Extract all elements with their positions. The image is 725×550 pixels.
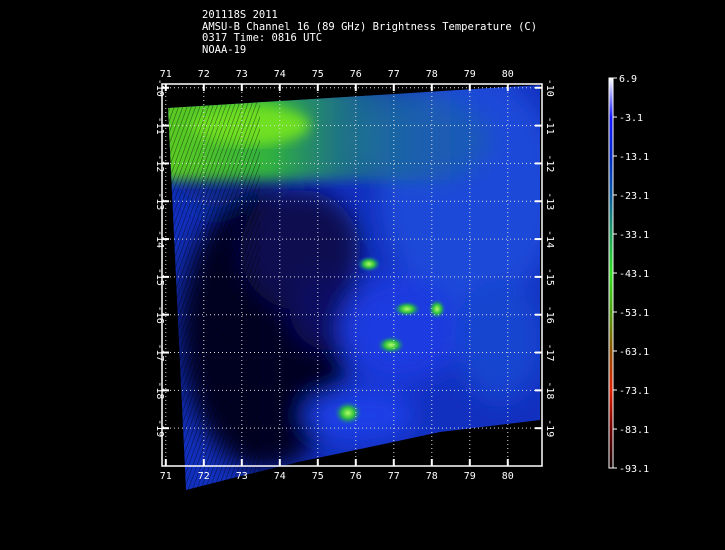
lat-label-left: -17 bbox=[154, 344, 165, 362]
colorbar: 6.9 -3.1 -13.1 -23.1 -33.1 -43.1 -53.1 -63.1 -73… bbox=[608, 74, 649, 475]
axis-tick-labels: 71 71 72 72 73 73 74 74 75 75 76 76 77 77 78 78 79 79 80 80… bbox=[154, 69, 555, 482]
lon-label-top: 78 bbox=[426, 69, 438, 80]
lon-label-bottom: 79 bbox=[464, 471, 476, 482]
lon-label-bottom: 73 bbox=[236, 471, 248, 482]
lat-label-left: -19 bbox=[154, 419, 165, 437]
header-time: 0317 Time: 0816 UTC bbox=[202, 32, 323, 44]
header-storm-id: 201118S 2011 bbox=[202, 9, 278, 21]
lat-label-right: -11 bbox=[544, 117, 555, 135]
lat-label-right: -14 bbox=[544, 230, 555, 248]
lat-label-left: -15 bbox=[154, 268, 165, 286]
lon-label-bottom: 78 bbox=[426, 471, 438, 482]
lon-label-top: 80 bbox=[502, 69, 514, 80]
lon-label-top: 71 bbox=[160, 69, 172, 80]
lat-label-right: -16 bbox=[544, 306, 555, 324]
lat-label-right: -19 bbox=[544, 419, 555, 437]
lon-label-bottom: 71 bbox=[160, 471, 172, 482]
lat-label-left: -10 bbox=[154, 79, 165, 97]
colorbar-label: -43.1 bbox=[619, 269, 649, 280]
header-satellite: NOAA-19 bbox=[202, 43, 247, 56]
colorbar-label: -83.1 bbox=[619, 425, 649, 436]
lon-label-top: 73 bbox=[236, 69, 248, 80]
lon-label-top: 76 bbox=[350, 69, 362, 80]
lat-label-right: -10 bbox=[544, 79, 555, 97]
satellite-swath bbox=[168, 85, 540, 490]
header-product: AMSU-B Channel 16 (89 GHz) Brightness Te… bbox=[202, 20, 538, 33]
lon-label-top: 72 bbox=[198, 69, 210, 80]
lon-label-top: 79 bbox=[464, 69, 476, 80]
lon-label-top: 74 bbox=[274, 69, 286, 80]
lon-label-top: 75 bbox=[312, 69, 324, 80]
lat-label-right: -18 bbox=[544, 381, 555, 399]
colorbar-label: -13.1 bbox=[619, 152, 649, 163]
lat-label-right: -15 bbox=[544, 268, 555, 286]
colorbar-label: -23.1 bbox=[619, 191, 649, 202]
colorbar-label: -93.1 bbox=[619, 464, 649, 475]
lat-label-left: -18 bbox=[154, 381, 165, 399]
lon-label-bottom: 77 bbox=[388, 471, 400, 482]
colorbar-ramp bbox=[608, 77, 614, 469]
lat-lon-grid bbox=[162, 84, 542, 466]
lat-label-left: -13 bbox=[154, 192, 165, 210]
lon-label-bottom: 76 bbox=[350, 471, 362, 482]
colorbar-label: -73.1 bbox=[619, 386, 649, 397]
lon-label-bottom: 74 bbox=[274, 471, 286, 482]
lat-label-right: -12 bbox=[544, 154, 555, 172]
colorbar-label: -53.1 bbox=[619, 308, 649, 319]
map-frame bbox=[161, 83, 543, 467]
colorbar-label: -63.1 bbox=[619, 347, 649, 358]
lon-label-bottom: 80 bbox=[502, 471, 514, 482]
lat-label-right: -13 bbox=[544, 192, 555, 210]
colorbar-label: -3.1 bbox=[619, 113, 643, 124]
lon-label-bottom: 75 bbox=[312, 471, 324, 482]
lat-label-left: -11 bbox=[154, 117, 165, 135]
lat-label-left: -14 bbox=[154, 230, 165, 248]
lat-label-right: -17 bbox=[544, 344, 555, 362]
lat-label-left: -16 bbox=[154, 306, 165, 324]
colorbar-label: -33.1 bbox=[619, 230, 649, 241]
colorbar-label: 6.9 bbox=[619, 74, 637, 85]
header-block: 201118S 2011 AMSU-B Channel 16 (89 GHz) … bbox=[202, 9, 538, 56]
lon-label-bottom: 72 bbox=[198, 471, 210, 482]
lat-label-left: -12 bbox=[154, 154, 165, 172]
lon-label-top: 77 bbox=[388, 69, 400, 80]
